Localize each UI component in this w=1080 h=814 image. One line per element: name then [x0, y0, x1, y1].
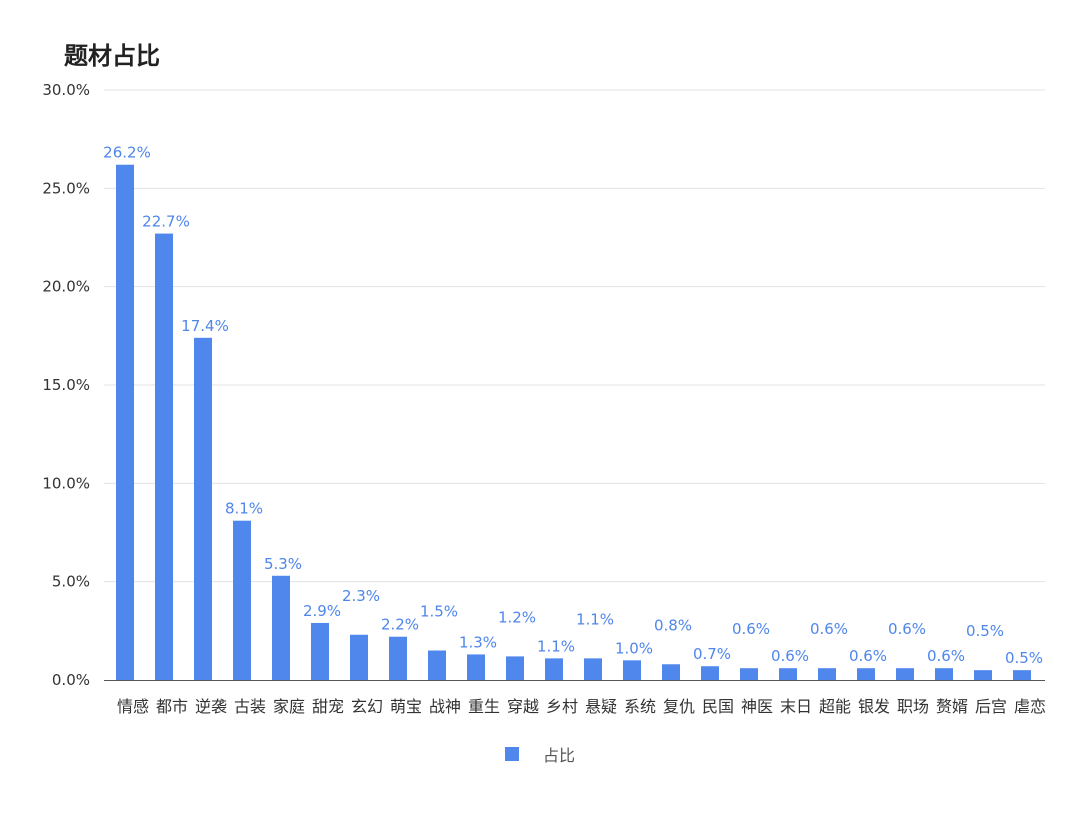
- y-tick-label: 30.0%: [42, 81, 90, 99]
- data-label: 1.5%: [420, 603, 458, 621]
- bar[interactable]: [506, 656, 524, 680]
- data-label: 0.6%: [810, 620, 848, 638]
- y-tick-label: 0.0%: [52, 671, 90, 689]
- data-label: 1.2%: [498, 608, 536, 626]
- y-tick-label: 10.0%: [42, 474, 90, 492]
- x-tick-label: 逆袭: [195, 697, 227, 716]
- data-label: 26.2%: [103, 144, 151, 162]
- bar[interactable]: [311, 622, 329, 680]
- bar[interactable]: [584, 658, 602, 680]
- x-tick-label: 职场: [897, 697, 929, 716]
- bar[interactable]: [428, 650, 446, 681]
- data-label: 0.6%: [849, 647, 887, 665]
- y-axis-ticks: 0.0% 5.0% 10.0% 15.0% 20.0% 25.0% 30.0%: [42, 81, 90, 689]
- bar[interactable]: [116, 164, 134, 680]
- bar[interactable]: [818, 668, 836, 680]
- bar[interactable]: [350, 634, 368, 680]
- bar[interactable]: [233, 520, 251, 680]
- data-label: 17.4%: [181, 317, 229, 335]
- bar[interactable]: [662, 664, 680, 680]
- grid-lines: [104, 89, 1045, 583]
- x-tick-label: 悬疑: [585, 697, 617, 716]
- x-tick-label: 重生: [468, 697, 500, 716]
- y-tick-label: 25.0%: [42, 179, 90, 197]
- y-tick-label: 20.0%: [42, 278, 90, 296]
- data-label: 1.0%: [615, 639, 653, 657]
- x-tick-label: 复仇: [663, 697, 695, 716]
- data-label: 0.6%: [732, 620, 770, 638]
- data-label: 0.6%: [888, 620, 926, 638]
- bar[interactable]: [194, 337, 212, 680]
- bar[interactable]: [467, 654, 485, 680]
- x-tick-label: 情感: [117, 697, 149, 716]
- x-tick-label: 虐恋: [1014, 697, 1046, 716]
- data-labels: 26.2%22.7%17.4%8.1%5.3%2.9%2.3%2.2%1.5%1…: [103, 144, 1043, 667]
- bars: [116, 164, 1031, 681]
- data-label: 0.6%: [771, 647, 809, 665]
- x-tick-label: 甜宠: [312, 697, 344, 716]
- data-label: 1.3%: [459, 633, 497, 651]
- data-label: 1.1%: [537, 637, 575, 655]
- bar[interactable]: [545, 658, 563, 680]
- x-tick-label: 家庭: [273, 697, 305, 716]
- data-label: 5.3%: [264, 555, 302, 573]
- bar[interactable]: [857, 668, 875, 680]
- bar[interactable]: [935, 668, 953, 680]
- x-tick-label: 系统: [624, 697, 656, 716]
- x-tick-label: 银发: [858, 697, 890, 716]
- bar[interactable]: [1013, 670, 1031, 680]
- data-label: 2.9%: [303, 602, 341, 620]
- chart-title: 题材占比: [64, 42, 160, 70]
- legend[interactable]: 占比: [505, 742, 575, 766]
- x-tick-label: 后宫: [975, 697, 1007, 716]
- bar[interactable]: [389, 636, 407, 680]
- bar[interactable]: [701, 666, 719, 680]
- x-tick-label: 超能: [819, 697, 851, 716]
- x-tick-label: 神医: [741, 697, 773, 716]
- data-label: 1.1%: [576, 610, 614, 628]
- bar[interactable]: [272, 575, 290, 680]
- y-tick-label: 15.0%: [42, 376, 90, 394]
- legend-swatch: [505, 747, 519, 761]
- x-tick-label: 民国: [702, 697, 734, 716]
- bar[interactable]: [974, 670, 992, 680]
- x-axis-ticks: 情感 都市 逆袭 古装 家庭 甜宠 玄幻 萌宝 战神 重生 穿越 乡村 悬疑 系统 复仇 民国 神医 末日 超能 银发…: [117, 697, 1046, 716]
- data-label: 0.5%: [1005, 649, 1043, 667]
- data-label: 2.3%: [342, 587, 380, 605]
- bar[interactable]: [623, 660, 641, 680]
- data-label: 0.8%: [654, 616, 692, 634]
- y-tick-label: 5.0%: [52, 573, 90, 591]
- x-tick-label: 末日: [780, 697, 812, 716]
- x-tick-label: 玄幻: [351, 697, 383, 716]
- data-label: 0.5%: [966, 622, 1004, 640]
- x-tick-label: 乡村: [546, 697, 578, 716]
- x-tick-label: 穿越: [507, 697, 539, 716]
- legend-label: 占比: [543, 746, 576, 765]
- x-tick-label: 赘婿: [936, 697, 968, 716]
- bar[interactable]: [896, 668, 914, 680]
- data-label: 2.2%: [381, 616, 419, 634]
- data-label: 8.1%: [225, 500, 263, 518]
- bar[interactable]: [155, 233, 173, 681]
- x-tick-label: 战神: [429, 697, 461, 716]
- data-label: 0.7%: [693, 645, 731, 663]
- bar[interactable]: [779, 668, 797, 680]
- data-label: 22.7%: [142, 213, 190, 231]
- x-tick-label: 都市: [156, 697, 188, 716]
- x-tick-label: 古装: [234, 697, 266, 716]
- data-label: 0.6%: [927, 647, 965, 665]
- x-tick-label: 萌宝: [390, 697, 422, 716]
- bar[interactable]: [740, 668, 758, 680]
